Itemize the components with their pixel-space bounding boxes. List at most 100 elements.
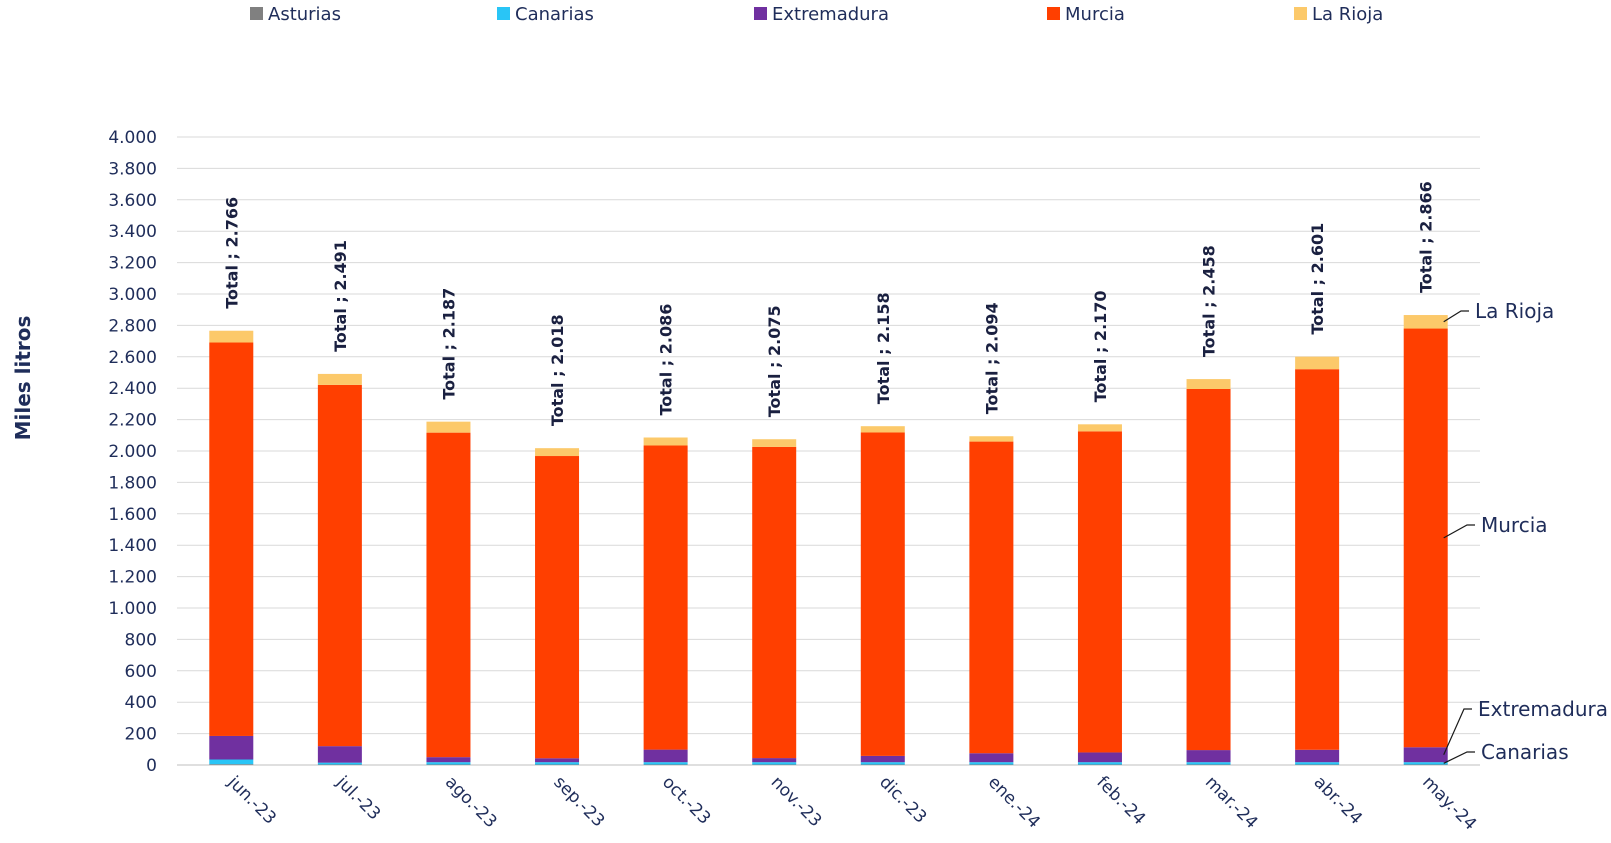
bar-segment-murcia xyxy=(643,445,688,750)
bar-segment-extremadura xyxy=(1295,749,1340,763)
legend-swatch xyxy=(1294,7,1307,20)
bar-segment-extremadura xyxy=(752,758,797,763)
y-tick-label: 2.200 xyxy=(108,411,157,431)
series-tag-extremadura: Extremadura xyxy=(1443,697,1608,755)
legend-label: Asturias xyxy=(268,4,341,25)
legend-item-murcia: Murcia xyxy=(1047,4,1125,25)
bar-segment-extremadura xyxy=(643,749,688,763)
total-label: Total ; 2.158 xyxy=(874,292,893,404)
total-label: Total ; 2.766 xyxy=(222,197,241,309)
bar-segment-la-rioja xyxy=(1186,379,1231,389)
x-tick-label: dic.-23 xyxy=(875,772,930,827)
y-tick-label: 1.200 xyxy=(108,568,157,588)
total-label: Total ; 2.491 xyxy=(331,240,350,352)
series-tag-la-rioja: La Rioja xyxy=(1443,299,1554,323)
x-tick-label: may.-24 xyxy=(1418,772,1480,834)
series-tag-label: La Rioja xyxy=(1475,299,1554,323)
x-tick-label: mar.-24 xyxy=(1201,772,1262,833)
total-label: Total ; 2.075 xyxy=(765,305,784,417)
bar-segment-canarias xyxy=(1077,762,1122,765)
bar-segment-canarias xyxy=(752,762,797,765)
bar-segment-extremadura xyxy=(1077,752,1122,763)
y-tick-label: 3.800 xyxy=(108,159,157,179)
legend-swatch xyxy=(250,7,263,20)
x-tick-label: abr.-24 xyxy=(1310,772,1366,828)
bar-segment-extremadura xyxy=(535,758,580,763)
y-tick-label: 2.400 xyxy=(108,379,157,399)
bar-segment-la-rioja xyxy=(317,373,362,385)
y-tick-label: 1.800 xyxy=(108,473,157,493)
bar-segment-canarias xyxy=(209,759,254,765)
y-tick-label: 0 xyxy=(146,756,157,776)
leader-line xyxy=(1443,708,1472,755)
bar-segment-murcia xyxy=(426,432,471,758)
leader-line xyxy=(1443,310,1469,323)
y-tick-label: 3.200 xyxy=(108,254,157,274)
bar-segment-canarias xyxy=(317,762,362,765)
bar-segment-canarias xyxy=(1295,762,1340,765)
bar-segment-murcia xyxy=(1403,328,1448,748)
y-tick-label: 4.000 xyxy=(108,128,157,148)
bar-segment-la-rioja xyxy=(1403,315,1448,329)
total-label: Total ; 2.170 xyxy=(1091,290,1110,402)
bar-segment-extremadura xyxy=(209,735,254,760)
legend-label: Murcia xyxy=(1065,4,1125,25)
bars xyxy=(209,315,1448,765)
legend: Asturias Canarias Extremadura Murcia La Rioj… xyxy=(250,4,1383,25)
bar-segment-la-rioja xyxy=(426,421,471,433)
legend-label: Extremadura xyxy=(772,4,889,25)
y-tick-label: 2.000 xyxy=(108,442,157,462)
legend-item-la-rioja: La Rioja xyxy=(1294,4,1383,25)
x-tick-label: ago.-23 xyxy=(441,772,501,832)
bar-segment-extremadura xyxy=(317,746,362,763)
bar-segment-murcia xyxy=(1077,431,1122,753)
bar-segment-murcia xyxy=(535,456,580,759)
y-tick-label: 3.000 xyxy=(108,285,157,305)
bar-segment-murcia xyxy=(317,384,362,747)
bar-segment-murcia xyxy=(1186,388,1231,751)
leader-line xyxy=(1443,751,1475,764)
legend-swatch xyxy=(1047,7,1060,20)
y-tick-label: 200 xyxy=(125,725,157,745)
leader-line xyxy=(1443,524,1475,539)
bar-segment-la-rioja xyxy=(535,448,580,457)
x-tick-label: jul.-23 xyxy=(332,772,385,825)
bar-segment-canarias xyxy=(535,762,580,765)
total-labels: Total ; 2.766 Total ; 2.491 Total ; 2.187 T… xyxy=(222,181,1435,426)
legend-label: La Rioja xyxy=(1312,4,1383,25)
y-tick-label: 400 xyxy=(125,693,157,713)
series-tag-murcia: Murcia xyxy=(1443,513,1548,539)
bar-segment-extremadura xyxy=(969,753,1014,763)
bar-segment-extremadura xyxy=(1186,750,1231,763)
total-label: Total ; 2.094 xyxy=(982,302,1001,414)
bar-segment-murcia xyxy=(752,446,797,759)
bar-segment-murcia xyxy=(860,432,905,756)
y-tick-label: 1.600 xyxy=(108,505,157,525)
bar-segment-canarias xyxy=(1403,762,1448,765)
bar-segment-murcia xyxy=(1295,369,1340,750)
bar-segment-la-rioja xyxy=(1295,356,1340,370)
bar-segment-canarias xyxy=(1186,762,1231,765)
y-tick-label: 3.400 xyxy=(108,222,157,242)
y-tick-label: 2.800 xyxy=(108,316,157,336)
x-tick-label: ene.-24 xyxy=(984,772,1044,832)
series-tag-label: Canarias xyxy=(1481,740,1569,764)
legend-item-asturias: Asturias xyxy=(250,4,341,25)
x-tick-label: feb.-24 xyxy=(1092,772,1149,829)
legend-swatch xyxy=(754,7,767,20)
bar-segment-extremadura xyxy=(1403,747,1448,763)
y-tick-label: 1.000 xyxy=(108,599,157,619)
grid-lines xyxy=(177,136,1480,766)
bar-segment-extremadura xyxy=(426,757,471,763)
y-tick-label: 600 xyxy=(125,662,157,682)
total-label: Total ; 2.018 xyxy=(548,314,567,426)
x-tick-label: sep.-23 xyxy=(550,772,609,831)
bar-segment-murcia xyxy=(209,342,254,736)
total-label: Total ; 2.601 xyxy=(1308,223,1327,335)
bar-segment-canarias xyxy=(860,762,905,765)
legend-item-canarias: Canarias xyxy=(497,4,594,25)
legend-swatch xyxy=(497,7,510,20)
bar-segment-extremadura xyxy=(860,755,905,763)
bar-segment-la-rioja xyxy=(1077,424,1122,432)
